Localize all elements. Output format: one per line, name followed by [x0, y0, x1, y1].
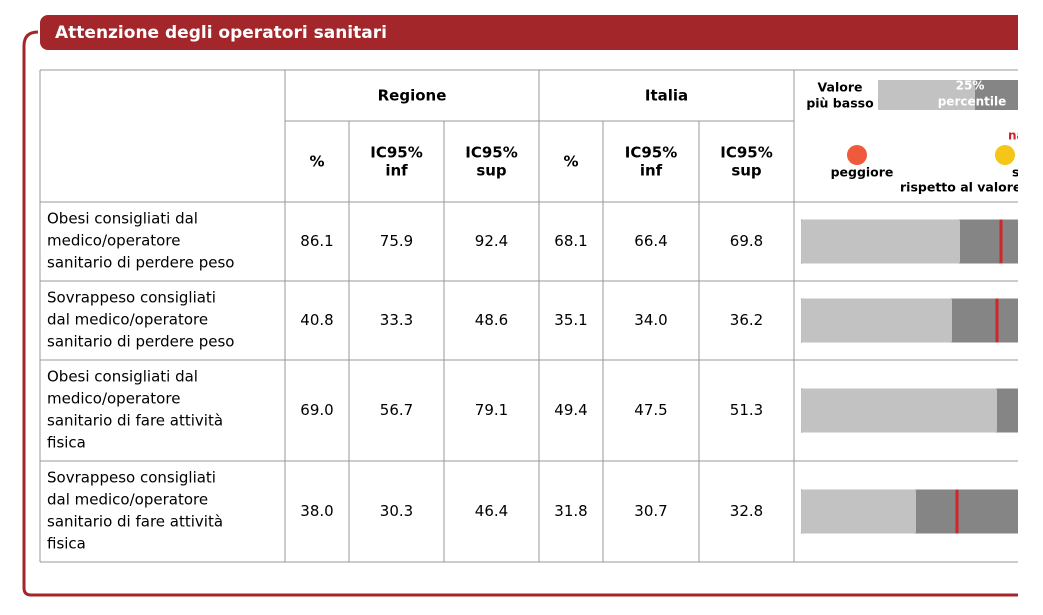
- cell: 75.9: [380, 232, 413, 250]
- legend-text: peggiore: [831, 165, 894, 180]
- cell: 69.8: [730, 232, 763, 250]
- legend-text: rispetto al valore: [900, 180, 1021, 195]
- column-header: IC95%: [625, 144, 678, 162]
- cell: 79.1: [475, 401, 508, 419]
- cell: 51.3: [730, 401, 763, 419]
- legend-text: più basso: [806, 96, 874, 111]
- bar-light: [801, 219, 960, 264]
- bar-marker: [955, 489, 959, 534]
- row-label: fisica: [47, 535, 86, 553]
- cell: 47.5: [634, 401, 667, 419]
- legend-text: Valore: [818, 80, 863, 95]
- legend-text: 25%: [956, 79, 985, 93]
- row-label: dal medico/operatore: [47, 311, 208, 329]
- panel-border: [22, 30, 1018, 597]
- row-label: Obesi consigliati dal: [47, 368, 198, 386]
- header-bar: [40, 15, 1018, 50]
- bar-light: [801, 489, 916, 534]
- cell: 31.8: [554, 502, 587, 520]
- cell: 35.1: [554, 311, 587, 329]
- column-header: %: [309, 153, 324, 171]
- bar-marker: [999, 219, 1003, 264]
- row-label: fisica: [47, 434, 86, 452]
- cell: 49.4: [554, 401, 587, 419]
- row-label: sanitario di perdere peso: [47, 333, 234, 351]
- bar-marker: [995, 298, 999, 343]
- column-header: IC95%: [720, 144, 773, 162]
- row-label: Obesi consigliati dal: [47, 210, 198, 228]
- row-label: sanitario di fare attività: [47, 513, 223, 531]
- row-label: Sovrappeso consigliati: [47, 289, 216, 307]
- legend-text: na: [1008, 129, 1025, 143]
- legend-dot: [995, 145, 1015, 165]
- legend-dot: [847, 145, 867, 165]
- cell: 66.4: [634, 232, 667, 250]
- cell: 48.6: [475, 311, 508, 329]
- legend-text: percentile: [938, 95, 1007, 109]
- bar-light: [801, 298, 952, 343]
- cell: 30.7: [634, 502, 667, 520]
- cell: 34.0: [634, 311, 667, 329]
- legend-bar: [975, 80, 1018, 110]
- cell: 40.8: [300, 311, 333, 329]
- cell: 32.8: [730, 502, 763, 520]
- cell: 92.4: [475, 232, 508, 250]
- cell: 36.2: [730, 311, 763, 329]
- column-header: IC95%: [465, 144, 518, 162]
- column-header: sup: [476, 162, 507, 180]
- header-title: Attenzione degli operatori sanitari: [55, 23, 387, 43]
- bar-light: [801, 388, 997, 433]
- column-header: inf: [385, 162, 408, 180]
- cell: 56.7: [380, 401, 413, 419]
- column-header: inf: [640, 162, 663, 180]
- cell: 33.3: [380, 311, 413, 329]
- column-header: IC95%: [370, 144, 423, 162]
- row-label: sanitario di perdere peso: [47, 254, 234, 272]
- row-label: Sovrappeso consigliati: [47, 469, 216, 487]
- row-label: dal medico/operatore: [47, 491, 208, 509]
- cell: 68.1: [554, 232, 587, 250]
- group-header: Regione: [378, 87, 447, 105]
- group-header: Italia: [645, 87, 688, 105]
- row-label: medico/operatore: [47, 232, 180, 250]
- row-label: sanitario di fare attività: [47, 412, 223, 430]
- row-label: medico/operatore: [47, 390, 180, 408]
- cell: 46.4: [475, 502, 508, 520]
- cell: 86.1: [300, 232, 333, 250]
- legend-bar: [878, 80, 978, 110]
- cell: 69.0: [300, 401, 333, 419]
- column-header: sup: [731, 162, 762, 180]
- cell: 30.3: [380, 502, 413, 520]
- legend-text: simil: [1012, 165, 1043, 180]
- column-header: %: [563, 153, 578, 171]
- cell: 38.0: [300, 502, 333, 520]
